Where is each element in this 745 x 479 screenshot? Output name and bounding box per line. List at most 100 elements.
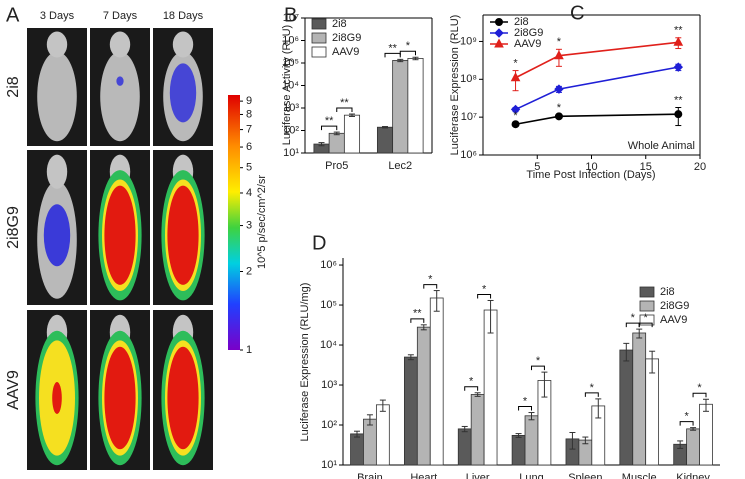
colorbar-tick-label: 1 bbox=[246, 344, 252, 356]
bracket bbox=[423, 284, 438, 289]
legend-label: 2i8G9 bbox=[332, 32, 361, 44]
x-tick-label: 5 bbox=[534, 161, 540, 173]
bracket bbox=[638, 322, 653, 328]
colorbar-label: 10^5 p/sec/cm^2/sr bbox=[256, 175, 268, 269]
marker bbox=[674, 110, 683, 119]
significance: ** bbox=[674, 94, 683, 106]
colorbar-tick-label: 7 bbox=[246, 123, 252, 135]
x-tick-label: Lec2 bbox=[388, 160, 412, 172]
error-bar bbox=[690, 427, 697, 431]
marker bbox=[495, 18, 503, 26]
significance: * bbox=[469, 376, 474, 388]
legend-label: 2i8 bbox=[660, 286, 675, 298]
error-bar bbox=[677, 440, 684, 449]
error-bar bbox=[318, 142, 325, 147]
legend-label: AAV9 bbox=[332, 46, 359, 58]
legend-swatch bbox=[639, 300, 655, 312]
x-tick-label: 15 bbox=[640, 161, 652, 173]
y-axis-label: Luciferase Expression (RLU/mg) bbox=[299, 283, 311, 442]
error-bar bbox=[461, 425, 468, 433]
marker bbox=[554, 84, 564, 94]
significance: * bbox=[557, 36, 562, 48]
significance: * bbox=[697, 382, 702, 394]
bracket bbox=[464, 386, 479, 391]
colorbar-tick-label: 2 bbox=[246, 265, 252, 277]
significance: * bbox=[428, 273, 433, 285]
y-tick-label: 10¹ bbox=[283, 147, 299, 159]
marker bbox=[494, 38, 504, 48]
error-bar bbox=[649, 350, 656, 374]
colorbar bbox=[228, 95, 240, 350]
bar bbox=[457, 428, 472, 466]
significance: * bbox=[513, 110, 518, 122]
colorbar-tick-label: 4 bbox=[246, 187, 252, 199]
x-tick-label: Pro5 bbox=[325, 160, 348, 172]
bar bbox=[376, 126, 394, 154]
bar bbox=[524, 415, 539, 466]
error-bar bbox=[474, 392, 481, 397]
signal bbox=[169, 63, 197, 123]
signal bbox=[104, 346, 136, 450]
panel-letter: C bbox=[570, 2, 584, 24]
significance: * bbox=[684, 411, 689, 423]
mouse-head bbox=[46, 31, 68, 58]
significance: ** bbox=[340, 97, 349, 109]
y-tick-label: 10⁴ bbox=[320, 339, 337, 351]
colorbar-tick-label: 5 bbox=[246, 162, 252, 174]
x-axis-label: Time Post Infection (Days) bbox=[526, 169, 655, 181]
significance: * bbox=[644, 312, 649, 324]
colorbar-tick-label: 9 bbox=[246, 95, 252, 107]
error-bar bbox=[433, 290, 440, 312]
x-tick-label: Muscle bbox=[622, 472, 657, 479]
mouse-head bbox=[172, 31, 194, 58]
x-tick-label: Lung bbox=[519, 472, 543, 479]
signal bbox=[52, 382, 62, 414]
significance: * bbox=[536, 355, 541, 367]
bracket bbox=[679, 421, 694, 426]
signal bbox=[43, 204, 71, 267]
marker bbox=[673, 62, 684, 72]
y-tick-label: 10³ bbox=[321, 379, 337, 391]
bar bbox=[328, 132, 345, 154]
error-bar bbox=[582, 436, 589, 445]
y-tick-label: 10⁶ bbox=[320, 259, 337, 271]
column-header: 7 Days bbox=[103, 10, 138, 22]
bracket bbox=[518, 406, 532, 411]
y-tick-label: 10³ bbox=[283, 102, 299, 114]
x-tick-label: Brain bbox=[357, 472, 383, 479]
marker bbox=[554, 112, 563, 121]
x-tick-label: Heart bbox=[410, 472, 437, 479]
error-bar bbox=[420, 324, 427, 331]
bracket bbox=[336, 107, 353, 113]
panel-letter: B bbox=[284, 4, 297, 26]
row-label: 2i8G9 bbox=[5, 206, 22, 249]
bar bbox=[392, 60, 409, 154]
bracket bbox=[384, 52, 401, 58]
y-tick-label: 10⁶ bbox=[282, 34, 299, 46]
row-label: 2i8 bbox=[5, 76, 22, 97]
significance: * bbox=[590, 382, 595, 394]
y-tick-label: 10⁴ bbox=[282, 79, 299, 91]
error-bar bbox=[528, 412, 535, 421]
row-label: AAV9 bbox=[5, 370, 22, 410]
bar bbox=[632, 332, 647, 466]
mouse-head bbox=[46, 154, 68, 189]
signal bbox=[104, 185, 136, 285]
bar bbox=[470, 394, 485, 466]
bar bbox=[350, 433, 364, 466]
legend-label: AAV9 bbox=[660, 314, 687, 326]
marker bbox=[510, 104, 521, 115]
column-header: 3 Days bbox=[40, 10, 75, 22]
column-header: 18 Days bbox=[163, 10, 204, 22]
error-bar bbox=[595, 398, 602, 419]
error-bar bbox=[487, 299, 494, 334]
bar bbox=[343, 114, 361, 154]
mouse-body bbox=[100, 51, 140, 142]
significance: * bbox=[557, 102, 562, 114]
legend-label: 2i8G9 bbox=[514, 27, 543, 39]
bar bbox=[686, 428, 700, 466]
bar bbox=[407, 58, 424, 154]
colorbar-tick-label: 3 bbox=[246, 219, 252, 231]
mouse-body bbox=[37, 51, 77, 142]
significance: ** bbox=[674, 25, 683, 37]
